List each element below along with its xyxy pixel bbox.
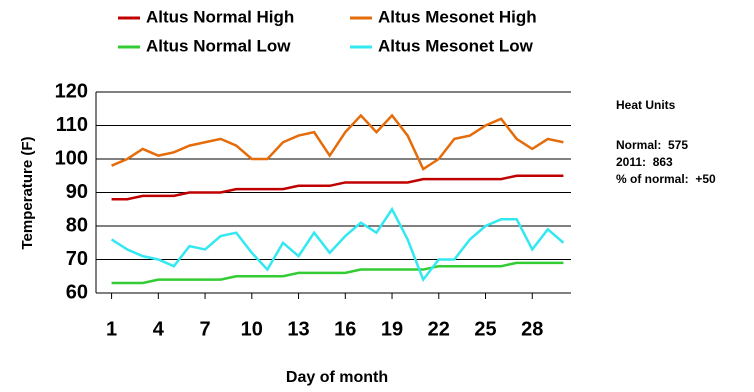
x-tick-label: 22 <box>428 318 450 340</box>
y-tick-label: 120 <box>55 80 88 102</box>
annotation: % of normal: +50 <box>616 172 716 186</box>
y-tick-label: 90 <box>66 181 88 203</box>
x-tick-label: 19 <box>381 318 403 340</box>
x-tick-label: 7 <box>200 318 211 340</box>
y-tick-label: 70 <box>66 248 88 270</box>
x-tick-label: 28 <box>521 318 543 340</box>
legend-label: Altus Normal Low <box>146 36 291 55</box>
x-tick-label: 16 <box>334 318 356 340</box>
x-tick-label: 10 <box>241 318 263 340</box>
annotation: Normal: 575 <box>616 138 688 152</box>
annotation: Heat Units <box>616 98 676 112</box>
series-line <box>111 174 564 201</box>
series-line <box>110 206 565 283</box>
legend-label: Altus Mesonet Low <box>378 36 534 55</box>
x-axis-label: Day of month <box>286 369 388 386</box>
series-line <box>111 261 564 285</box>
y-axis-label: Temperature (F) <box>19 136 36 249</box>
annotation: 2011: 863 <box>616 155 673 169</box>
y-tick-label: 100 <box>55 147 88 169</box>
series-line <box>111 113 564 171</box>
x-tick-label: 4 <box>153 318 165 340</box>
y-tick-label: 110 <box>56 114 88 136</box>
legend-label: Altus Normal High <box>146 7 294 26</box>
x-tick-label: 1 <box>106 318 117 340</box>
legend-label: Altus Mesonet High <box>378 7 537 26</box>
x-tick-label: 25 <box>474 318 496 340</box>
x-tick-label: 13 <box>287 318 309 340</box>
y-tick-label: 60 <box>66 281 88 303</box>
y-tick-label: 80 <box>66 214 88 236</box>
